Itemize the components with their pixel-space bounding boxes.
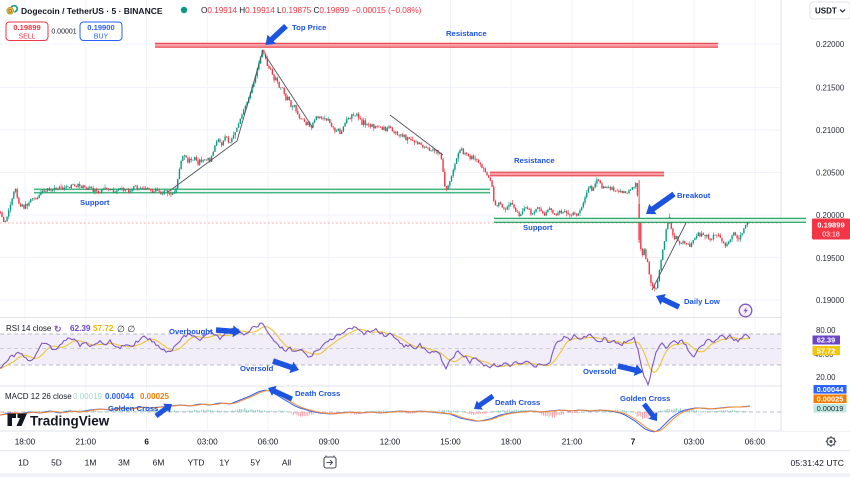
svg-text:12:00: 12:00 xyxy=(380,438,401,447)
svg-text:Golden Cross: Golden Cross xyxy=(620,394,670,403)
svg-text:0.19500: 0.19500 xyxy=(816,254,845,263)
svg-text:0.19899: 0.19899 xyxy=(13,23,40,32)
svg-text:0.00001: 0.00001 xyxy=(51,29,76,36)
svg-text:18:00: 18:00 xyxy=(501,438,522,447)
svg-text:Dogecoin / TetherUS · 5 · BINA: Dogecoin / TetherUS · 5 · BINANCE xyxy=(21,6,163,16)
svg-text:5D: 5D xyxy=(51,458,62,468)
svg-text:1M: 1M xyxy=(85,458,97,468)
svg-text:1D: 1D xyxy=(18,458,29,468)
svg-text:Death Cross: Death Cross xyxy=(495,398,540,407)
svg-text:0.00019: 0.00019 xyxy=(817,404,844,413)
svg-text:Resistance: Resistance xyxy=(446,29,487,38)
svg-text:1Y: 1Y xyxy=(219,458,230,468)
svg-text:03:00: 03:00 xyxy=(684,438,705,447)
svg-text:0.21500: 0.21500 xyxy=(816,83,845,92)
svg-text:03:00: 03:00 xyxy=(197,438,218,447)
svg-text:6M: 6M xyxy=(153,458,165,468)
svg-text:0.00025: 0.00025 xyxy=(140,392,169,401)
svg-text:MACD 12 26 close: MACD 12 26 close xyxy=(5,392,72,401)
svg-text:SELL: SELL xyxy=(18,34,35,41)
svg-text:0.19899: 0.19899 xyxy=(817,221,844,230)
svg-text:USDT: USDT xyxy=(815,7,837,16)
svg-text:15:00: 15:00 xyxy=(440,438,461,447)
svg-text:20.00: 20.00 xyxy=(816,373,836,382)
svg-text:0.21000: 0.21000 xyxy=(816,126,845,135)
svg-text:6: 6 xyxy=(144,438,149,447)
svg-text:RSI 14 close: RSI 14 close xyxy=(6,324,52,333)
svg-text:D: D xyxy=(8,9,12,15)
svg-text:0.20500: 0.20500 xyxy=(816,168,845,177)
svg-text:Resistance: Resistance xyxy=(514,156,555,165)
svg-text:7: 7 xyxy=(631,438,636,447)
svg-text:06:00: 06:00 xyxy=(745,438,766,447)
svg-text:Golden Cross: Golden Cross xyxy=(108,404,158,413)
svg-text:TradingView: TradingView xyxy=(30,414,110,429)
svg-text:Oversold: Oversold xyxy=(240,364,274,373)
svg-text:0.20000: 0.20000 xyxy=(816,211,845,220)
svg-text:All: All xyxy=(282,458,291,468)
svg-text:3M: 3M xyxy=(118,458,130,468)
svg-text:YTD: YTD xyxy=(188,458,205,468)
svg-text:Daily Low: Daily Low xyxy=(684,297,720,306)
svg-text:18:00: 18:00 xyxy=(15,438,36,447)
svg-text:0.22000: 0.22000 xyxy=(816,40,845,49)
svg-text:O0.19914 H0.19914 L0.19875 C0.: O0.19914 H0.19914 L0.19875 C0.19899 −0.0… xyxy=(201,6,422,15)
svg-text:∅ ∅: ∅ ∅ xyxy=(117,324,135,334)
svg-text:05:31:42 UTC: 05:31:42 UTC xyxy=(790,458,844,468)
svg-text:62.39: 62.39 xyxy=(70,324,91,333)
svg-text:Top Price: Top Price xyxy=(292,23,327,32)
svg-text:0.19900: 0.19900 xyxy=(87,23,114,32)
svg-text:03:18: 03:18 xyxy=(822,232,840,239)
svg-text:Support: Support xyxy=(80,198,110,207)
svg-text:21:00: 21:00 xyxy=(76,438,97,447)
svg-text:Death Cross: Death Cross xyxy=(295,389,340,398)
svg-text:57.72: 57.72 xyxy=(817,346,836,355)
svg-text:57.72: 57.72 xyxy=(93,324,114,333)
svg-text:0.19000: 0.19000 xyxy=(816,296,845,305)
svg-text:0.00044: 0.00044 xyxy=(105,392,134,401)
svg-text:62.39: 62.39 xyxy=(817,336,836,345)
svg-text:↻: ↻ xyxy=(54,324,62,334)
svg-text:Oversold: Oversold xyxy=(583,367,617,376)
svg-text:Support: Support xyxy=(523,223,553,232)
svg-text:80.00: 80.00 xyxy=(816,326,836,335)
svg-text:21:00: 21:00 xyxy=(562,438,583,447)
svg-text:5Y: 5Y xyxy=(250,458,261,468)
svg-text:0.00025: 0.00025 xyxy=(817,395,844,404)
svg-text:09:00: 09:00 xyxy=(319,438,340,447)
svg-text:06:00: 06:00 xyxy=(258,438,279,447)
svg-text:BUY: BUY xyxy=(94,34,109,41)
svg-text:Breakout: Breakout xyxy=(677,191,711,200)
svg-text:Overbought: Overbought xyxy=(169,327,213,336)
svg-text:0.00019: 0.00019 xyxy=(73,392,102,401)
svg-text:0.00044: 0.00044 xyxy=(817,385,845,394)
